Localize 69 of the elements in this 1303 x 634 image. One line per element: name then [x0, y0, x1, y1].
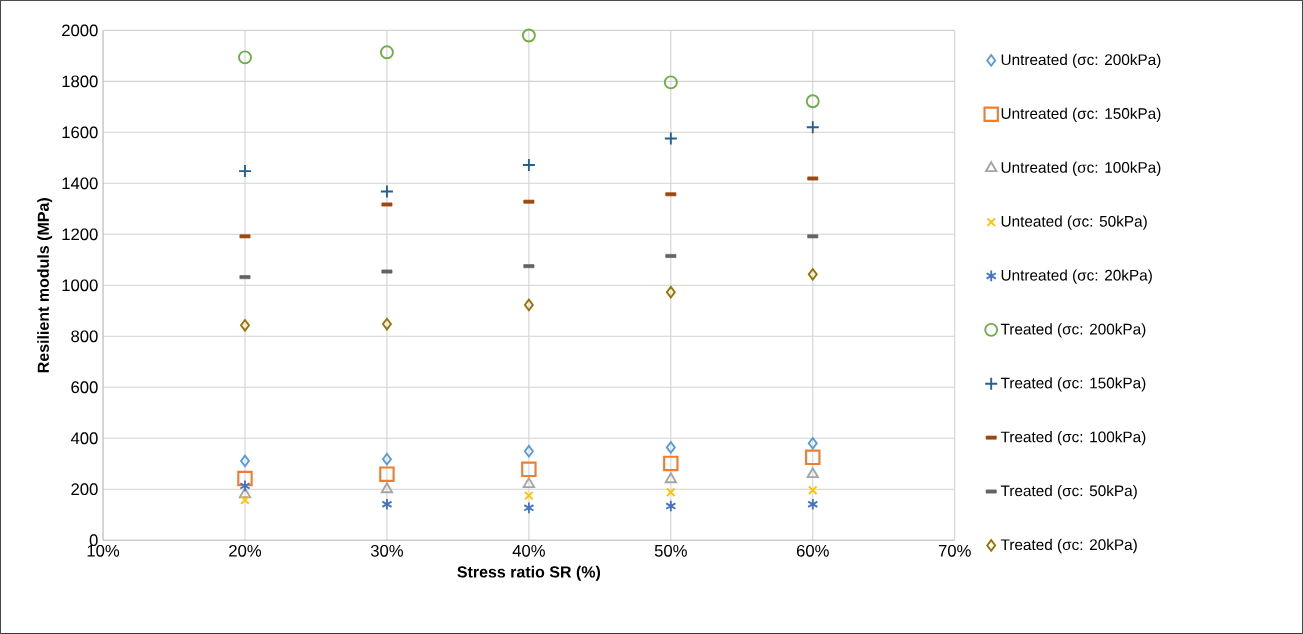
legend-label: Treated (σc: 50kPa) [1000, 485, 1137, 500]
point [523, 298, 534, 312]
x-tick-label: 40% [512, 544, 545, 557]
point [238, 164, 252, 179]
legend-label: Treated (σc: 20kPa) [1000, 538, 1137, 554]
x-tick-label: 10% [87, 544, 120, 557]
point [379, 45, 394, 60]
point [665, 441, 676, 454]
point [807, 437, 818, 450]
point [239, 479, 251, 493]
x-tick-label: 30% [370, 544, 403, 557]
point [240, 319, 250, 332]
y-tick-label: 600 [71, 381, 98, 394]
point [807, 268, 818, 281]
y-tick-label: 0 [89, 534, 98, 547]
point [806, 467, 819, 479]
point [663, 75, 678, 90]
point [522, 477, 536, 489]
legend-label: Untreated (σc: 150kPa) [1001, 107, 1161, 123]
y-tick-label: 1600 [62, 126, 98, 139]
point [664, 472, 677, 484]
y-tick-label: 1000 [62, 279, 98, 292]
point [665, 285, 676, 299]
x-tick-label: 20% [229, 544, 262, 557]
point [523, 445, 534, 458]
point [240, 495, 250, 505]
point [663, 131, 678, 146]
point [381, 317, 392, 331]
legend-label: Untreated (σc: 20kPa) [1001, 269, 1152, 284]
point [379, 184, 394, 199]
y-tick-label: 1400 [62, 177, 98, 190]
y-tick-label: 1200 [62, 228, 98, 241]
legend-label: Treated (σc: 200kPa) [1000, 323, 1146, 338]
point [380, 482, 394, 494]
y-tick-label: 800 [71, 330, 98, 343]
point [521, 461, 537, 478]
x-tick-label: 60% [796, 544, 829, 557]
point [805, 120, 820, 135]
point [663, 455, 679, 472]
point [665, 499, 677, 513]
point [379, 466, 395, 482]
legend-label: Untreated (σc: 200kPa) [1001, 53, 1161, 69]
point [524, 490, 534, 501]
legend-label: Unteated (σc: 50kPa) [1001, 215, 1147, 230]
point [807, 498, 819, 511]
y-axis-title: Resilient moduls (MPa) [37, 198, 53, 373]
x-axis-title: Stress ratio SR (%) [457, 565, 601, 581]
point [521, 28, 536, 43]
point [237, 470, 253, 487]
point [521, 158, 536, 172]
y-tick-label: 400 [70, 432, 98, 445]
point [238, 50, 252, 65]
y-tick-label: 200 [71, 483, 98, 496]
x-tick-label: 70% [938, 544, 971, 557]
legend-label: Treated (σc: 150kPa) [1000, 377, 1146, 392]
point [666, 487, 676, 498]
point [805, 449, 821, 466]
x-tick-label: 50% [654, 544, 687, 557]
point [381, 498, 393, 511]
point [238, 487, 252, 499]
point [808, 485, 818, 495]
legend-label: Treated (σc: 100kPa) [1000, 431, 1146, 446]
legend-label: Untreated (σc: 100kPa) [1001, 161, 1161, 176]
point [381, 452, 392, 466]
point [805, 94, 820, 109]
point [523, 501, 535, 515]
y-tick-label: 2000 [62, 24, 98, 37]
y-tick-label: 1800 [62, 75, 98, 88]
point [240, 454, 250, 468]
